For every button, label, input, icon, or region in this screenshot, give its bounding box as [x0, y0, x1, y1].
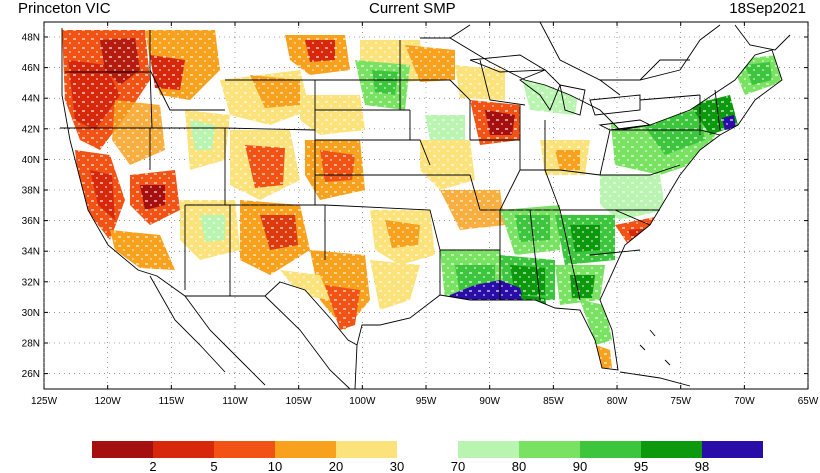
colorbar-label: 2 — [149, 459, 156, 473]
latitude-label: 40N — [22, 155, 40, 166]
latitude-label: 28N — [22, 339, 40, 350]
lat-lon-grid — [43, 22, 809, 389]
colorbar-label: 98 — [695, 459, 709, 473]
longitude-label: 70W — [734, 396, 755, 407]
latitude-label: 42N — [22, 124, 40, 135]
latitude-labels: 48N 46N 44N 42N 40N 38N 36N 34N 32N 30N 28N 26N — [22, 33, 40, 381]
longitude-label: 75W — [670, 396, 691, 407]
colorbar-swatch — [153, 441, 214, 458]
map-date: 18Sep2021 — [729, 0, 806, 17]
longitude-label: 65W — [798, 396, 819, 407]
colorbar-swatch — [519, 441, 580, 458]
colorbar-swatch — [214, 441, 275, 458]
latitude-label: 34N — [22, 247, 40, 258]
longitude-label: 110W — [222, 396, 248, 407]
latitude-label: 44N — [22, 94, 40, 105]
colorbar: 2 5 10 20 30 70 80 90 95 98 — [92, 441, 763, 473]
colorbar-label: 10 — [268, 459, 282, 473]
colorbar-label: 30 — [390, 459, 404, 473]
colorbar-label: 95 — [634, 459, 648, 473]
latitude-label: 30N — [22, 308, 40, 319]
longitude-label: 90W — [479, 396, 500, 407]
longitude-label: 80W — [607, 396, 628, 407]
colorbar-swatch — [702, 441, 763, 458]
state-boundaries — [60, 21, 791, 390]
colorbar-swatch — [92, 441, 153, 458]
latitude-label: 48N — [22, 33, 40, 44]
latitude-label: 26N — [22, 369, 40, 380]
longitude-label: 115W — [159, 396, 185, 407]
colorbar-swatch — [580, 441, 641, 458]
latitude-label: 46N — [22, 63, 40, 74]
colorbar-label: 90 — [573, 459, 587, 473]
latitude-label: 36N — [22, 216, 40, 227]
colorbar-swatch — [275, 441, 336, 458]
longitude-label: 95W — [416, 396, 437, 407]
colorbar-label: 80 — [512, 459, 526, 473]
colorbar-label: 5 — [210, 459, 217, 473]
longitude-label: 85W — [543, 396, 564, 407]
longitude-label: 100W — [349, 396, 376, 407]
colorbar-label: 70 — [451, 459, 465, 473]
longitude-labels: 125W 120W 115W 110W 105W 100W 95W 90W 85W 80W 75W 7… — [31, 396, 819, 407]
colorbar-swatch — [336, 441, 397, 458]
axis-ticks — [43, 22, 809, 389]
longitude-label: 125W — [31, 396, 58, 407]
map-title: Current SMP — [369, 0, 456, 17]
colorbar-label: 20 — [329, 459, 343, 473]
colorbar-swatch — [641, 441, 702, 458]
longitude-label: 120W — [95, 396, 122, 407]
map-source-label: Princeton VIC — [18, 0, 111, 17]
colorbar-swatch — [458, 441, 519, 458]
latitude-label: 38N — [22, 186, 40, 197]
latitude-label: 32N — [22, 277, 40, 288]
longitude-label: 105W — [286, 396, 313, 407]
